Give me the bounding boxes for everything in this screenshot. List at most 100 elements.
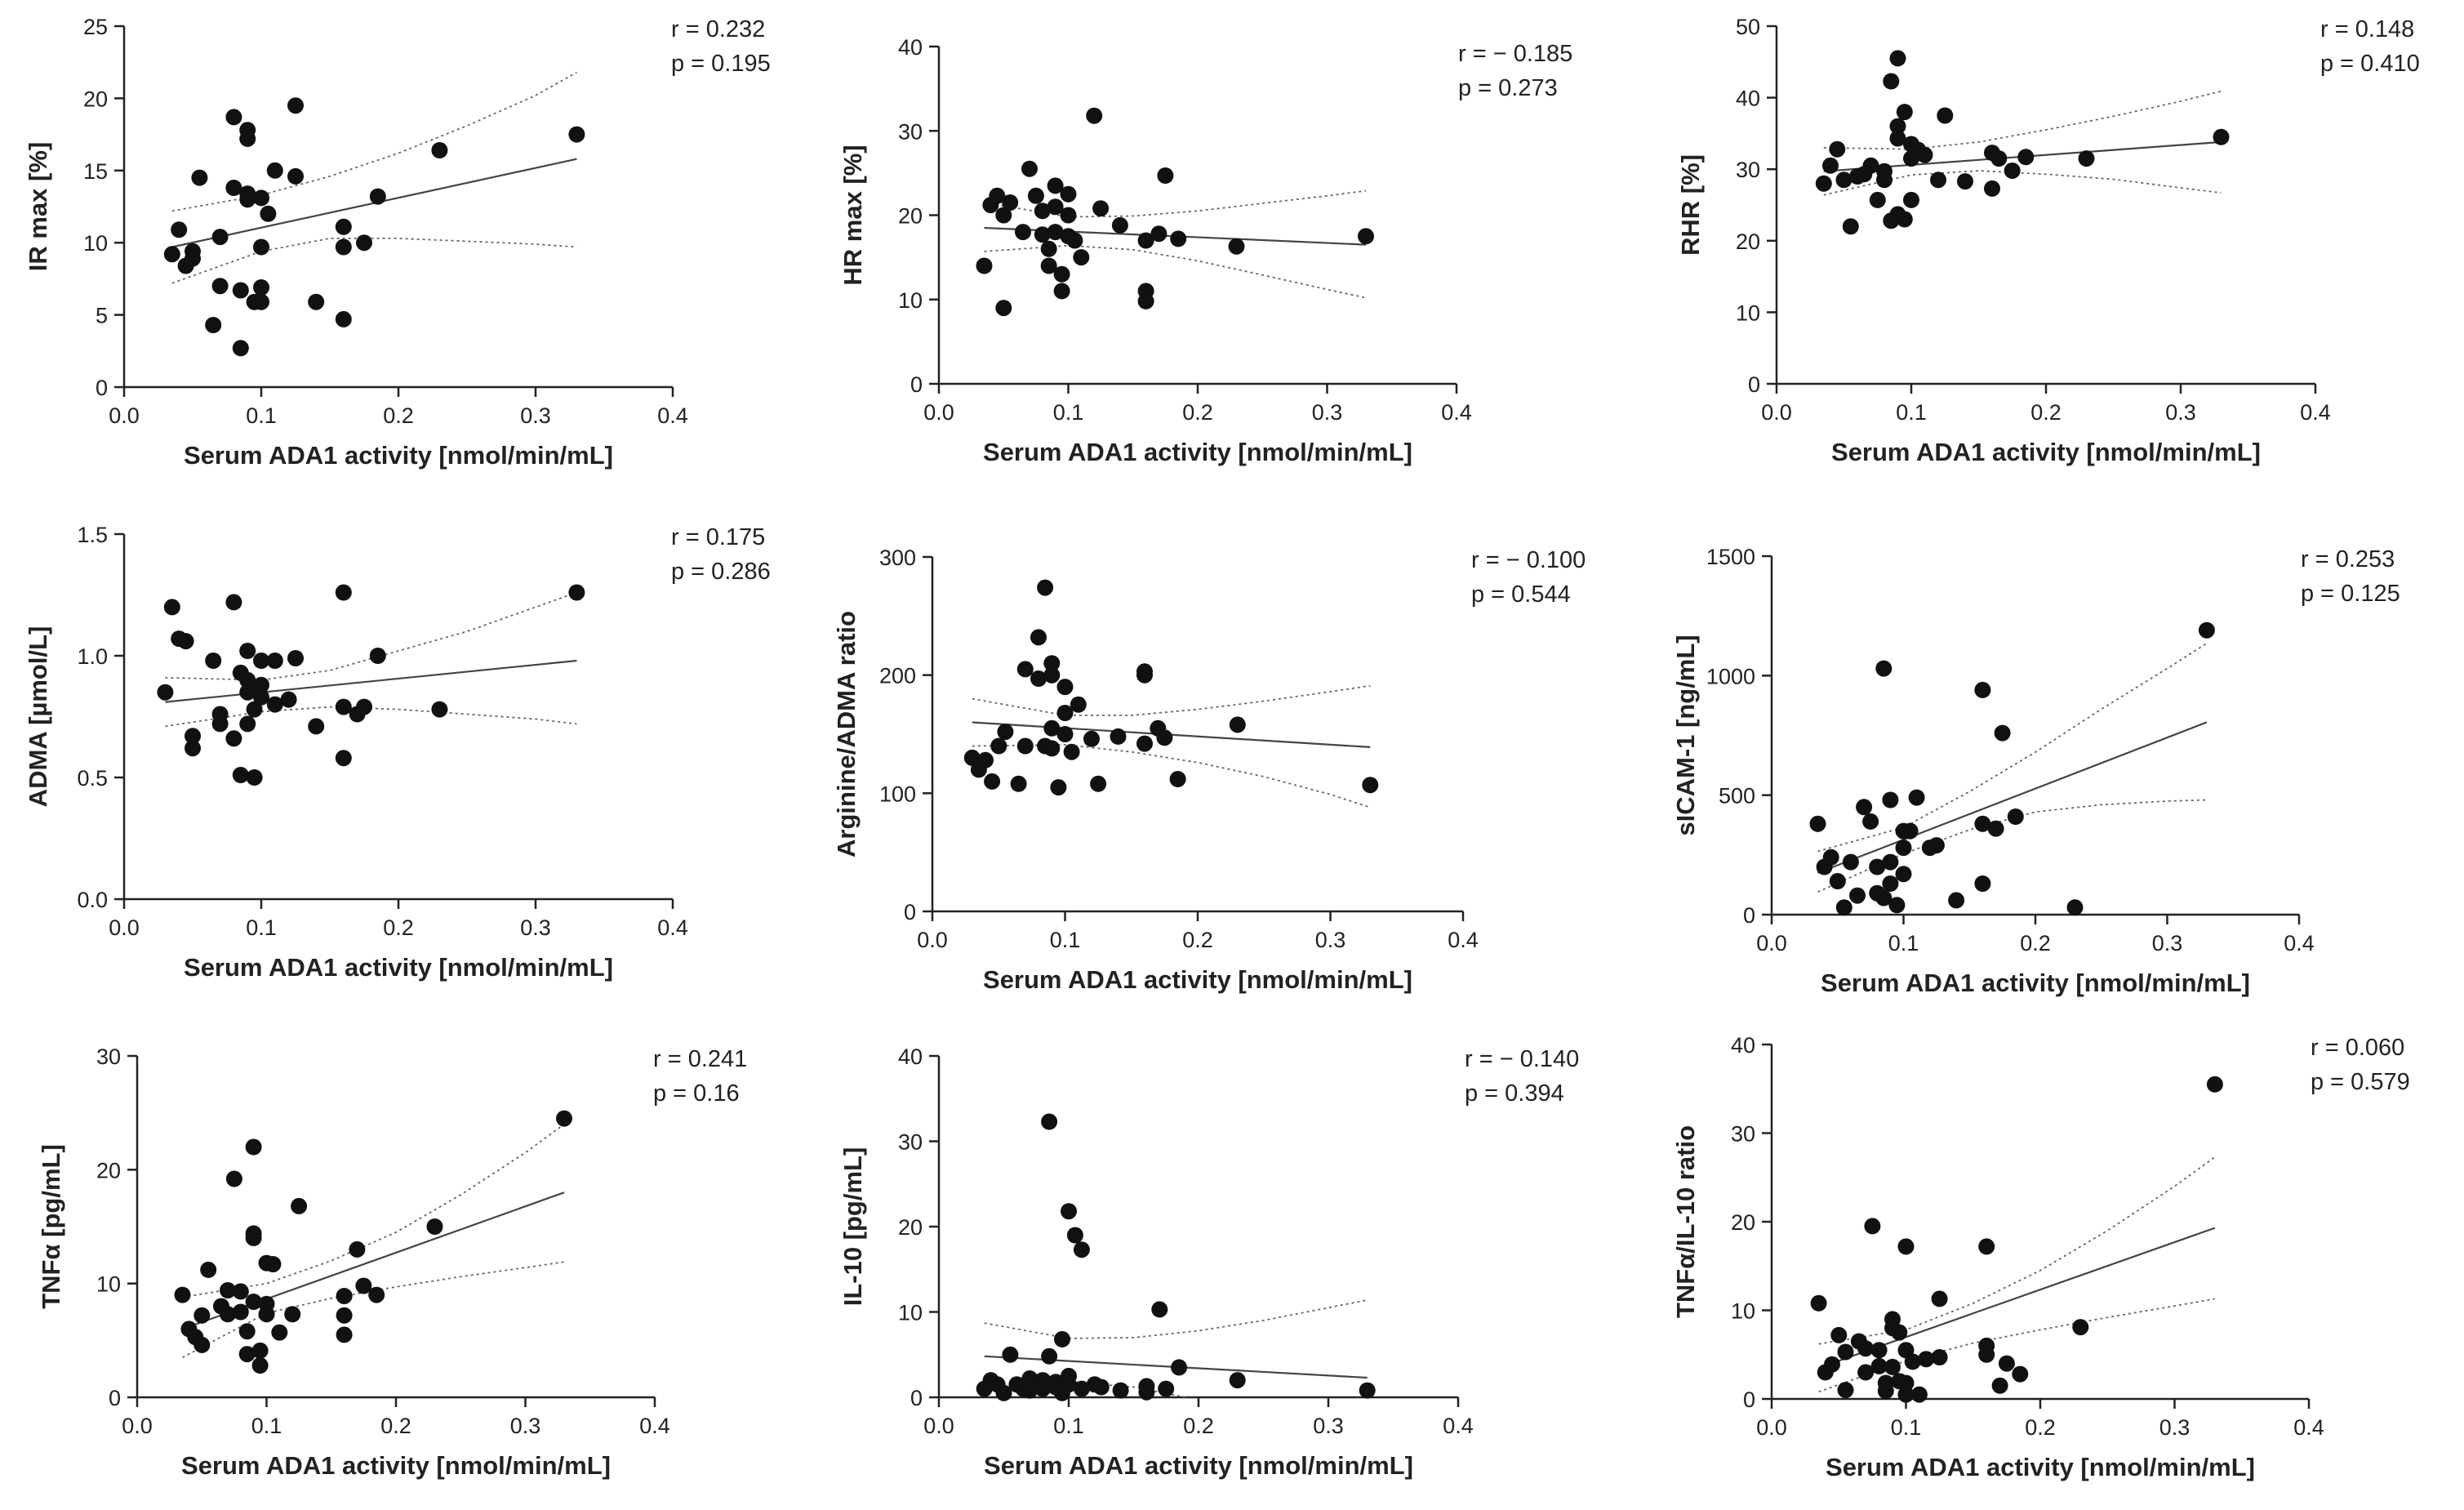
y-tick-label: 0 [904, 900, 916, 924]
data-point [171, 221, 188, 238]
x-tick-label: 0.0 [109, 403, 140, 428]
stat-r: r = 0.241 [653, 1046, 747, 1072]
panel-il-10: 0.0 0.1 0.2 0.3 0.4 0 10 20 30 40 Serum ADA1 activ… [838, 1045, 1579, 1480]
y-tick-label: 0 [1748, 372, 1760, 397]
panel-arginine-adma-ratio: 0.0 0.1 0.2 0.3 0.4 0 100 200 300 Serum ADA1 acti… [832, 546, 1586, 994]
data-point [355, 1277, 372, 1294]
x-axis-title: Serum ADA1 activity [nmol/min/mL] [983, 965, 1412, 994]
data-point [211, 278, 229, 295]
panel-rhr: 0.0 0.1 0.2 0.3 0.4 0 10 20 30 40 50 Serum ADA1 act… [1676, 15, 2420, 466]
data-point [245, 1229, 262, 1246]
ci-upper-band [182, 1123, 565, 1298]
data-point [253, 653, 269, 669]
data-point [1137, 292, 1154, 310]
y-axis-title-tnf-pg-ml: TNFα [pg/mL] [37, 1144, 65, 1309]
y-tick-label: 20 [898, 1215, 923, 1240]
data-point [258, 1306, 275, 1323]
data-point [1889, 118, 1906, 135]
x-tick-label: 0.3 [2159, 1415, 2190, 1440]
data-point [225, 180, 242, 196]
x-tick-label: 0.1 [1053, 400, 1084, 425]
data-point [1061, 1376, 1077, 1393]
data-point [1027, 187, 1044, 204]
data-point [990, 737, 1007, 755]
x-tick-label: 0.2 [1182, 400, 1213, 425]
data-point [1047, 224, 1064, 241]
y-tick-label: 30 [1736, 158, 1760, 182]
data-point [335, 238, 352, 256]
ci-upper-band [972, 684, 1371, 716]
data-point [1151, 1301, 1168, 1318]
data-point [1974, 815, 1991, 832]
data-point [1060, 207, 1077, 224]
data-point [239, 191, 256, 208]
data-point [287, 97, 304, 114]
stat-r: r = 0.060 [2311, 1035, 2404, 1061]
data-point [1043, 666, 1061, 684]
x-tick-label: 0.2 [1183, 1414, 1214, 1438]
data-point [1050, 779, 1067, 796]
data-point [1856, 799, 1873, 816]
data-point [2198, 621, 2215, 639]
data-point [1822, 849, 1839, 866]
y-tick-label: 1500 [1706, 545, 1755, 569]
regression-line [1817, 721, 2208, 874]
ci-lower-band [972, 744, 1371, 808]
data-point [185, 740, 201, 757]
stat-r: r = 0.148 [2320, 16, 2414, 42]
data-point [239, 684, 256, 701]
y-tick-label: 40 [1731, 1033, 1755, 1058]
y-tick-label: 0 [1743, 903, 1755, 928]
panel-sicam-1: 0.0 0.1 0.2 0.3 0.4 0 500 1000 1500 Serum ADA1 ac… [1671, 545, 2400, 997]
data-point [556, 1110, 572, 1127]
data-point [253, 293, 269, 310]
x-tick-label: 0.3 [1312, 400, 1343, 425]
data-point [1171, 1359, 1188, 1376]
data-point [1908, 789, 1925, 806]
data-point [1060, 185, 1077, 203]
data-point [163, 246, 180, 263]
x-tick-label: 0.3 [520, 403, 551, 428]
ci-upper-band [1817, 643, 2208, 853]
y-tick-label: 200 [879, 664, 916, 688]
x-tick-label: 0.0 [923, 400, 954, 425]
data-point [1061, 1203, 1077, 1220]
data-point [1010, 775, 1027, 792]
data-point [1056, 726, 1074, 742]
x-axis-title: Serum ADA1 activity [nmol/min/mL] [1826, 1453, 2255, 1481]
x-tick-label: 0.2 [383, 915, 414, 940]
x-tick-label: 0.4 [2300, 400, 2331, 425]
y-tick-label: 0 [910, 372, 923, 397]
data-point [1903, 191, 1919, 208]
data-point [1901, 822, 1919, 840]
data-point [1359, 1382, 1376, 1399]
data-point [225, 594, 242, 611]
data-point [1931, 1290, 1948, 1307]
y-axis-title-sicam-1-ng-ml: sICAM-1 [ng/mL] [1671, 635, 1700, 835]
data-point [1875, 660, 1892, 677]
data-point [1824, 1356, 1840, 1373]
data-point [2213, 128, 2230, 145]
data-point [1857, 1364, 1875, 1381]
y-axis-title-tnf-il-10-ratio: TNFα/IL-10 ratio [1671, 1125, 1700, 1318]
data-point [1869, 858, 1886, 875]
y-tick-label: 0.5 [77, 766, 108, 791]
x-tick-label: 0.3 [2165, 400, 2196, 425]
data-point [1849, 887, 1866, 904]
data-point [1054, 1330, 1070, 1347]
data-point [1897, 1386, 1915, 1403]
data-point [308, 718, 325, 735]
x-tick-label: 0.2 [2030, 400, 2061, 425]
data-point [1150, 225, 1168, 243]
data-point [271, 1324, 288, 1341]
y-tick-label: 0 [910, 1386, 923, 1410]
data-point [1066, 1227, 1083, 1244]
x-tick-label: 0.0 [109, 915, 140, 940]
data-point [336, 1326, 353, 1343]
data-point [2007, 808, 2024, 825]
y-axis-title-ir-max: IR max [%] [24, 142, 52, 271]
data-point [431, 142, 448, 158]
data-point [239, 643, 256, 659]
y-tick-label: 30 [898, 119, 923, 144]
